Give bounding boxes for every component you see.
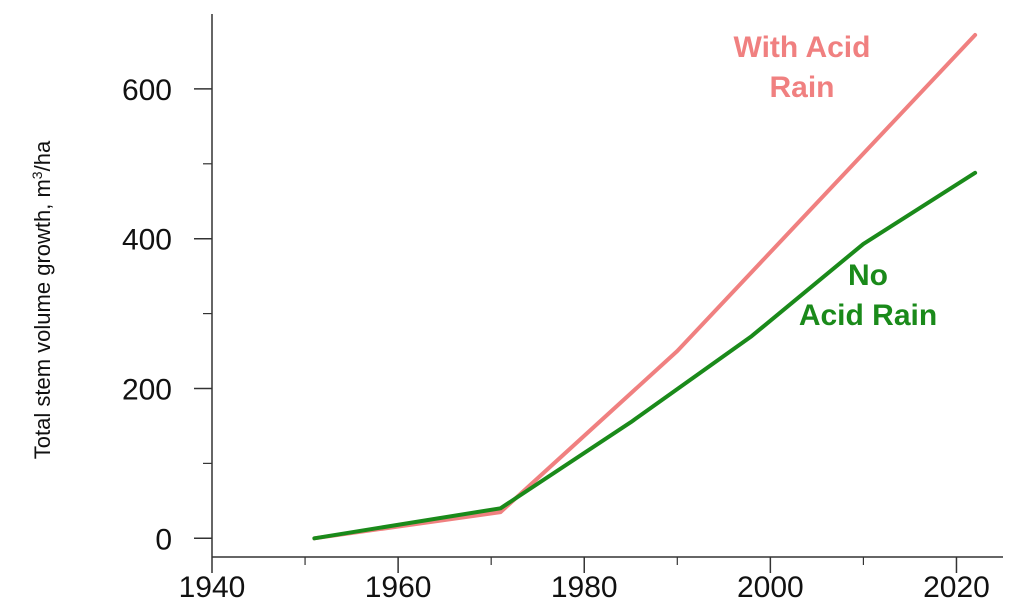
series-line-no-acid-rain [312, 170, 978, 541]
x-tick-label: 2020 [923, 571, 990, 600]
annotation-with-acid-rain: With Acid Rain [734, 31, 871, 104]
labels: 0 200 400 600 1940 1960 1980 2000 2020 Total stem… [29, 31, 990, 600]
y-tick-label: 0 [155, 523, 172, 556]
x-tick-label: 1940 [179, 571, 246, 600]
y-tick-label: 400 [122, 224, 172, 257]
y-axis-title: Total stem volume growth, m3/ha [29, 140, 55, 459]
axes [194, 14, 1003, 573]
x-tick-label: 2000 [737, 571, 804, 600]
x-tick-label: 1960 [365, 571, 432, 600]
y-tick-label: 600 [122, 74, 172, 107]
y-tick-label: 200 [122, 373, 172, 406]
annotation-no-acid-rain: No Acid Rain [799, 259, 937, 332]
series-lines [312, 33, 978, 541]
x-tick-label: 1980 [551, 571, 618, 600]
